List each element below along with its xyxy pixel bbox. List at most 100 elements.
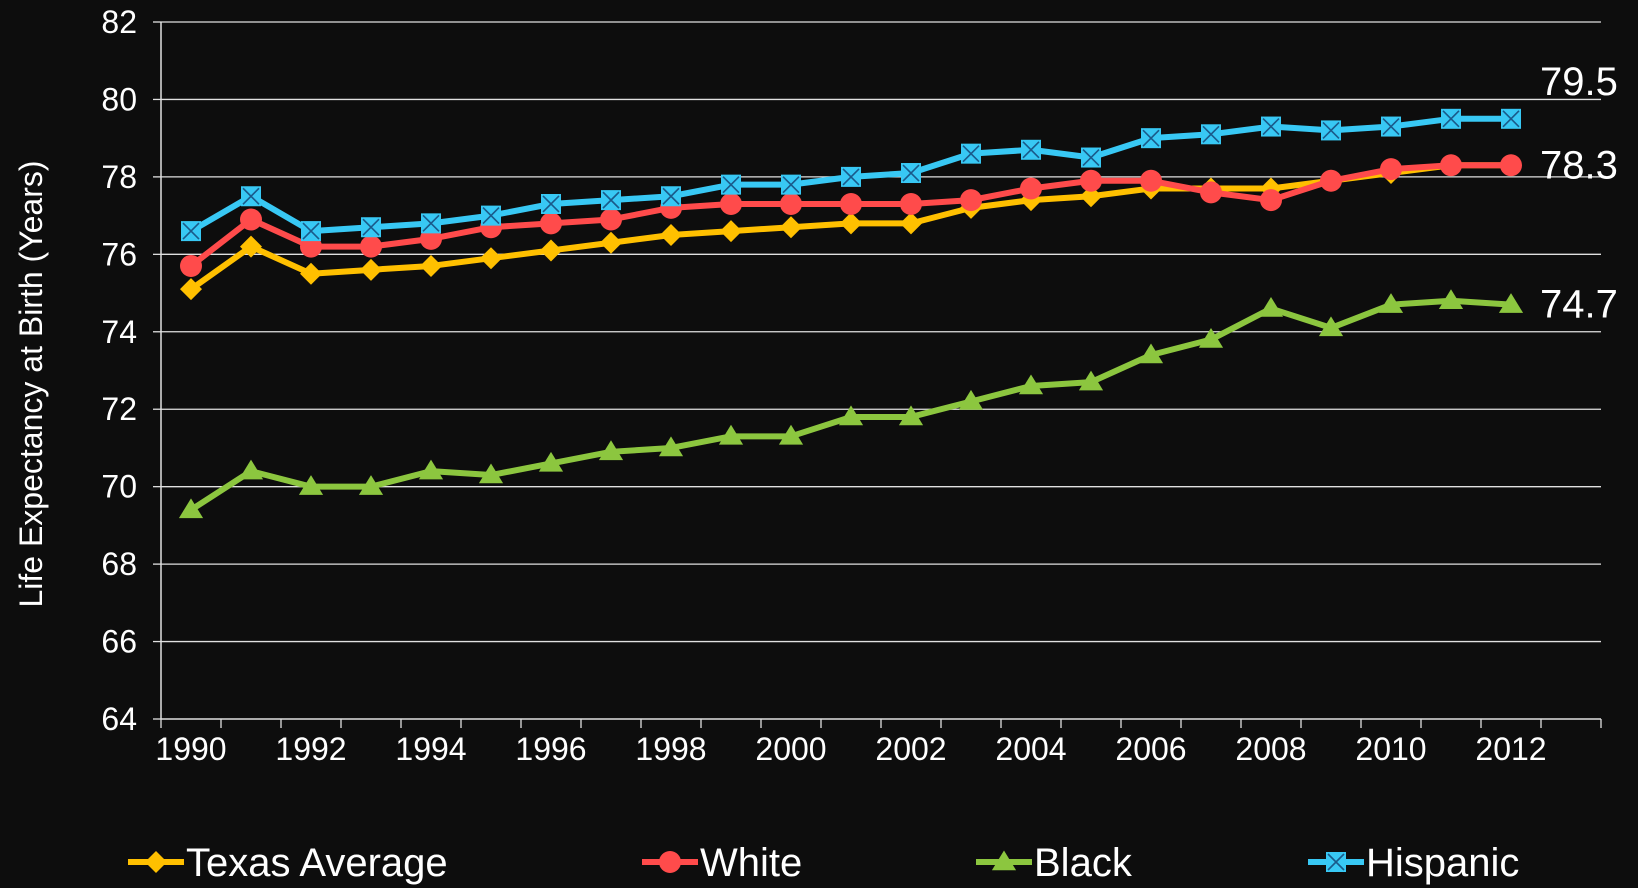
data-point (1501, 108, 1521, 129)
x-tick-label: 1998 (635, 731, 706, 767)
data-point (1378, 293, 1404, 313)
x-tick-label: 2006 (1115, 731, 1186, 767)
data-point (478, 463, 504, 484)
y-tick-label: 80 (101, 81, 137, 117)
x-tick-label: 2010 (1355, 731, 1426, 767)
data-point-cross (602, 191, 620, 209)
data-point (1198, 327, 1224, 348)
data-point (240, 235, 262, 258)
data-point-cross (1202, 125, 1220, 143)
data-point-cross (422, 214, 440, 232)
data-point (1138, 343, 1164, 364)
data-point (301, 221, 321, 242)
x-tick-label: 1990 (155, 731, 226, 767)
data-point-cross (302, 222, 320, 240)
legend-item: Texas Average (128, 841, 448, 885)
y-tick-label: 66 (101, 624, 137, 660)
data-point-cross (542, 195, 560, 213)
data-point-cross (1502, 110, 1520, 128)
gridlines (161, 21, 1601, 643)
data-point (180, 278, 202, 301)
data-point (180, 254, 202, 277)
data-point (1018, 374, 1044, 395)
data-point (145, 851, 167, 873)
x-tick-label: 1994 (395, 731, 466, 767)
data-point-cross (1322, 121, 1340, 139)
legend-item: Hispanic (1308, 841, 1519, 885)
data-point (181, 221, 201, 242)
y-tick-label: 70 (101, 469, 137, 505)
data-point (718, 424, 744, 445)
data-point (541, 193, 561, 214)
data-point (358, 475, 384, 495)
y-tick-label: 78 (101, 159, 137, 195)
data-point (720, 192, 742, 215)
end-label: 74.7 (1540, 283, 1618, 327)
data-point (598, 440, 624, 461)
axes (153, 21, 1602, 728)
y-axis-tick-labels: 64 66 68 70 72 74 76 78 80 82 (101, 4, 137, 737)
data-point (840, 212, 862, 235)
data-point (720, 220, 742, 243)
data-point (1380, 158, 1402, 181)
data-point (1200, 181, 1222, 204)
data-point (540, 212, 562, 235)
series-layer (178, 108, 1524, 519)
data-point (1321, 120, 1341, 141)
data-point (1078, 370, 1104, 391)
legend-label: Black (1034, 841, 1133, 885)
data-point-cross (842, 168, 860, 186)
x-tick-label: 1996 (515, 731, 586, 767)
legend-item: Black (976, 841, 1133, 885)
data-point (658, 436, 684, 457)
data-point (1320, 169, 1342, 192)
y-tick-label: 72 (101, 391, 137, 427)
data-point (1438, 289, 1464, 310)
data-point-cross (1142, 129, 1160, 147)
data-point (659, 851, 681, 873)
data-point (661, 186, 681, 207)
legend-label: Texas Average (186, 841, 448, 885)
data-point (781, 174, 801, 195)
data-point-cross (662, 187, 680, 205)
data-point (1201, 124, 1221, 145)
data-point (420, 254, 442, 277)
data-point-cross (1082, 148, 1100, 167)
data-point (540, 239, 562, 262)
data-point (900, 192, 922, 215)
data-point-cross (962, 145, 980, 163)
data-point (1441, 108, 1461, 129)
y-tick-label: 74 (101, 314, 137, 350)
data-point (960, 189, 982, 212)
legend-item: White (642, 841, 802, 885)
data-point (840, 192, 862, 215)
end-value-labels: 79.5 78.3 74.7 (1540, 60, 1618, 327)
data-point (360, 258, 382, 281)
series-black (178, 289, 1524, 519)
y-axis-title: Life Expectancy at Birth (Years) (13, 160, 49, 607)
data-point (841, 166, 861, 187)
data-point (538, 451, 564, 472)
data-point (300, 262, 322, 285)
data-point (900, 212, 922, 235)
data-point (1081, 147, 1101, 168)
data-point (238, 459, 264, 480)
y-tick-label: 68 (101, 546, 137, 582)
data-point (361, 217, 381, 238)
legend-label: Hispanic (1366, 841, 1519, 885)
data-point (1080, 185, 1102, 208)
data-point-cross (482, 207, 500, 225)
data-point (991, 850, 1017, 871)
data-point (481, 205, 501, 226)
data-point (898, 405, 924, 426)
data-point-cross (242, 187, 260, 205)
data-point-cross (362, 218, 380, 236)
data-point (298, 475, 324, 495)
data-point (1261, 116, 1281, 137)
end-label: 79.5 (1540, 60, 1618, 104)
data-point-cross (1382, 117, 1400, 136)
data-point (721, 174, 741, 195)
data-point (421, 213, 441, 234)
data-point-cross (1327, 853, 1345, 871)
series-white (180, 154, 1522, 277)
